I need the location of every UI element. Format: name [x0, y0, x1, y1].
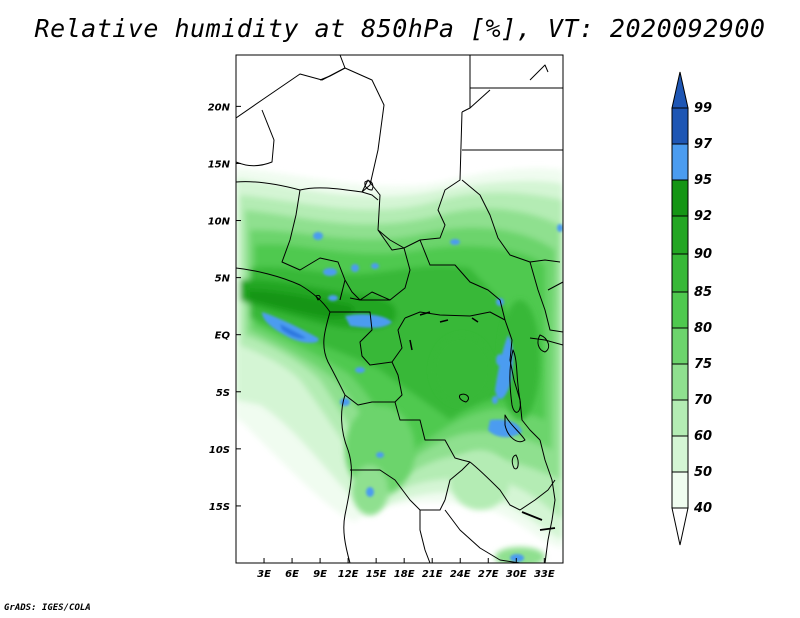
- lon-tick-label: 3E: [257, 569, 271, 580]
- lon-tick-label: 18E: [394, 569, 415, 580]
- colorbar-label: 60: [694, 429, 712, 444]
- colorbar-seg-80: [671, 327, 689, 365]
- colorbar-seg-50: [671, 471, 689, 509]
- colorbar-label: 90: [694, 247, 712, 262]
- colorbar-label: 75: [694, 357, 712, 372]
- lat-tick-label: 5N: [215, 274, 231, 285]
- map-title: Relative humidity at 850hPa [%], VT: 202…: [34, 14, 766, 43]
- colorbar-seg-85: [671, 291, 689, 329]
- colorbar-seg-70: [671, 399, 689, 437]
- rh-95-cell: [323, 268, 337, 276]
- lon-tick-label: 12E: [338, 569, 359, 580]
- colorbar-top-arrow: [671, 71, 689, 109]
- colorbar-seg-92: [671, 215, 689, 255]
- map-frame: [235, 54, 564, 564]
- rh-95-cell: [345, 314, 392, 328]
- humidity-field: [236, 55, 563, 563]
- colorbar-label: 92: [694, 209, 712, 224]
- rh-95-cell: [496, 354, 504, 366]
- lon-tick-label: 6E: [285, 569, 299, 580]
- latitude-axis: 20N 15N 10N 5N EQ 5S 10S 15S: [208, 102, 241, 513]
- rh-95-cell: [450, 239, 460, 245]
- longitude-axis: 3E 6E 9E 12E 15E 18E 21E 24E 27E 30E 33E: [257, 558, 555, 580]
- rh-95-cell: [280, 324, 306, 339]
- colorbar-label: 40: [693, 501, 712, 516]
- colorbar-seg-99: [671, 107, 689, 145]
- lat-tick-label: 15N: [208, 159, 231, 170]
- rh-92-region: [248, 290, 354, 318]
- colorbar-label: 70: [694, 393, 712, 408]
- colorbar-seg-60: [671, 435, 689, 473]
- colorbar-bottom-arrow: [671, 507, 689, 546]
- country-borders: [236, 55, 563, 563]
- rh-patch: [432, 335, 492, 405]
- grads-credit: GrADS: IGES/COLA: [4, 603, 91, 613]
- rh-95-cell: [376, 452, 384, 458]
- rh-95-cell: [492, 396, 498, 404]
- colorbar-label: 50: [694, 465, 712, 480]
- lat-tick-label: 10N: [208, 217, 231, 228]
- rh-95-cell: [557, 224, 563, 232]
- colorbar-label: 99: [694, 101, 712, 116]
- colorbar-label: 97: [694, 137, 713, 152]
- rh-95-cell: [262, 312, 319, 343]
- colorbar-label: 85: [694, 285, 712, 300]
- lat-tick-label: 15S: [209, 502, 230, 513]
- rh-95-cell: [371, 263, 379, 269]
- colorbar-seg-97: [671, 143, 689, 181]
- rh-95-cell: [313, 232, 323, 240]
- lat-tick-label: 10S: [209, 445, 230, 456]
- lon-tick-label: 27E: [478, 569, 499, 580]
- lat-tick-label: 20N: [208, 102, 231, 113]
- rh-95-cell: [355, 367, 365, 373]
- rh-95-cell: [510, 554, 524, 562]
- colorbar-seg-75: [671, 363, 689, 401]
- rh-95-cell: [351, 264, 359, 272]
- colorbar-labels: 99 97 95 92 90 85 80 75 70 60 50 40: [693, 101, 713, 516]
- rh-95-cell: [495, 335, 514, 400]
- lon-tick-label: 9E: [313, 569, 327, 580]
- lat-tick-label: EQ: [215, 331, 231, 342]
- lon-tick-label: 15E: [366, 569, 387, 580]
- colorbar: [671, 71, 689, 546]
- colorbar-label: 95: [694, 173, 712, 188]
- lon-tick-label: 33E: [534, 569, 555, 580]
- lon-tick-label: 24E: [450, 569, 471, 580]
- rh-95-cell: [328, 295, 338, 301]
- rh-95-cell: [340, 398, 350, 406]
- rh-95-cell: [488, 419, 522, 438]
- lon-tick-label: 30E: [506, 569, 527, 580]
- colorbar-seg-90: [671, 253, 689, 293]
- colorbar-seg-95: [671, 179, 689, 217]
- rh-patch: [450, 450, 510, 510]
- lat-tick-label: 5S: [216, 388, 230, 399]
- rh-95-cell: [366, 487, 374, 497]
- lon-tick-label: 21E: [422, 569, 443, 580]
- colorbar-label: 80: [694, 321, 712, 336]
